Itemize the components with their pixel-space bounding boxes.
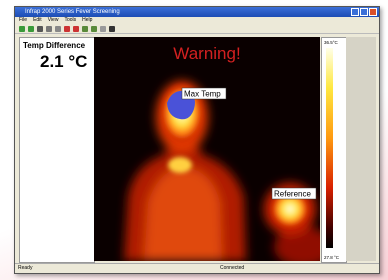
color-scale-bar [326, 48, 333, 248]
maximize-button[interactable] [360, 8, 368, 16]
tool-button[interactable] [55, 26, 61, 32]
tool-button[interactable] [64, 26, 70, 32]
color-scale-panel: 36.5°C 27.8 °C [321, 37, 347, 263]
status-left: Ready [18, 264, 32, 273]
scale-min: 27.8 °C [324, 255, 339, 260]
tool-button[interactable] [28, 26, 34, 32]
status-bar: Ready Connected [15, 263, 379, 273]
status-right: Connected [220, 264, 244, 273]
screen: Infrap 2000 Series Fever Screening File E… [0, 0, 388, 280]
menu-item[interactable]: View [48, 17, 59, 24]
title-bar: Infrap 2000 Series Fever Screening [15, 7, 379, 17]
tool-button[interactable] [19, 26, 25, 32]
tool-button[interactable] [91, 26, 97, 32]
reference-label: Reference [274, 190, 311, 199]
window-buttons [351, 8, 377, 16]
menu-item[interactable]: Help [82, 17, 92, 24]
tool-button[interactable] [82, 26, 88, 32]
toolbar [15, 24, 379, 34]
temp-diff-label: Temp Difference [23, 41, 85, 50]
tool-button[interactable] [73, 26, 79, 32]
left-panel: Temp Difference 2.1 °C [19, 37, 95, 263]
minimize-button[interactable] [351, 8, 359, 16]
window-title: Infrap 2000 Series Fever Screening [25, 9, 120, 15]
tool-button[interactable] [109, 26, 115, 32]
right-panel [346, 37, 376, 261]
max-temp-label: Max Temp [184, 90, 221, 99]
thermal-image: Warning! Max Temp Reference [94, 37, 320, 261]
menu-item[interactable]: Edit [33, 17, 42, 24]
scale-max: 36.5°C [324, 40, 338, 45]
tool-button[interactable] [37, 26, 43, 32]
temp-diff-value: 2.1 °C [40, 52, 87, 72]
tool-button[interactable] [46, 26, 52, 32]
tool-button[interactable] [100, 26, 106, 32]
close-button[interactable] [369, 8, 377, 16]
warning-text: Warning! [173, 44, 240, 63]
menu-item[interactable]: Tools [64, 17, 76, 24]
menu-bar: File Edit View Tools Help [15, 17, 379, 24]
app-window: Infrap 2000 Series Fever Screening File E… [14, 6, 380, 274]
menu-item[interactable]: File [19, 17, 27, 24]
